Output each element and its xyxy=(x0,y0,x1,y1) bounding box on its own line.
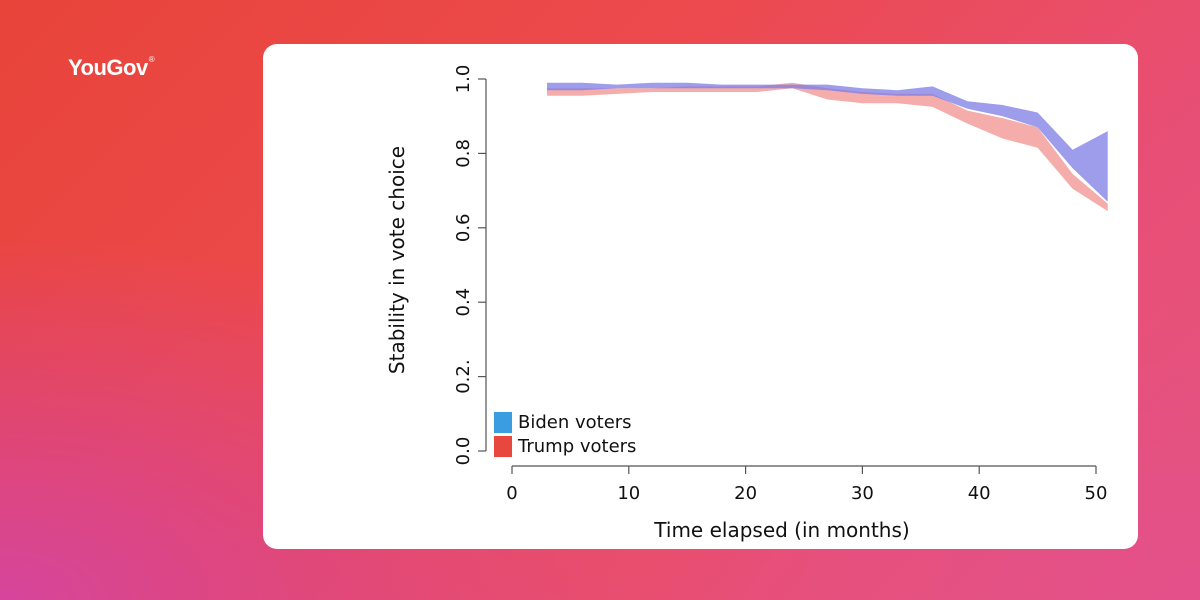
x-tick-label: 20 xyxy=(734,483,757,504)
x-tick-label: 50 xyxy=(1085,483,1108,504)
x-tick-label: 10 xyxy=(617,483,640,504)
x-tick-label: 30 xyxy=(851,483,874,504)
y-axis-label: Stability in vote choice xyxy=(385,146,409,374)
legend-swatch-trump xyxy=(494,435,512,457)
y-tick-label: 0.2. xyxy=(453,359,474,393)
y-axis: 0.0 0.2. 0.4 0.6 0.8 1.0 xyxy=(453,65,487,466)
x-tick-label: 40 xyxy=(968,483,991,504)
chart-card: 0.0 0.2. 0.4 0.6 0.8 1.0 0 10 20 30 40 50 Stabilit… xyxy=(263,44,1138,549)
legend-item-biden: Biden voters xyxy=(494,410,636,434)
x-axis: 0 10 20 30 40 50 xyxy=(506,465,1108,504)
x-axis-label: Time elapsed (in months) xyxy=(653,518,909,542)
y-tick-label: 0.8 xyxy=(453,139,474,168)
y-tick-label: 0.0 xyxy=(453,437,474,466)
legend-item-trump: Trump voters xyxy=(494,434,636,458)
series-bands xyxy=(547,82,1108,212)
x-tick-label: 0 xyxy=(506,483,517,504)
registered-mark: ® xyxy=(148,55,155,64)
stability-chart: 0.0 0.2. 0.4 0.6 0.8 1.0 0 10 20 30 40 50 Stabilit… xyxy=(385,65,1108,542)
y-tick-label: 0.4 xyxy=(453,288,474,317)
legend-swatch-biden xyxy=(494,411,512,433)
legend-label-biden: Biden voters xyxy=(518,411,632,433)
legend: Biden voters Trump voters xyxy=(494,410,636,458)
band-trump xyxy=(547,82,1108,212)
brand-name: YouGov xyxy=(68,55,148,80)
yougov-logo: YouGov® xyxy=(68,55,155,81)
legend-label-trump: Trump voters xyxy=(518,435,637,457)
y-tick-label: 1.0 xyxy=(453,65,474,94)
y-tick-label: 0.6 xyxy=(453,213,474,242)
